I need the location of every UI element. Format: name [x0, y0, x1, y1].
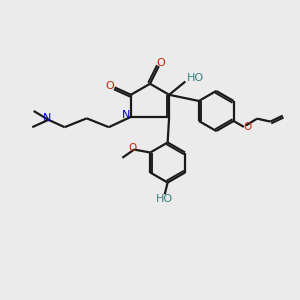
Text: HO: HO [156, 194, 173, 204]
Text: O: O [157, 58, 166, 68]
Text: HO: HO [187, 73, 204, 83]
Text: N: N [122, 110, 130, 120]
Text: O: O [105, 81, 114, 91]
Text: O: O [128, 143, 137, 153]
Text: O: O [243, 122, 251, 132]
Text: N: N [43, 113, 51, 123]
